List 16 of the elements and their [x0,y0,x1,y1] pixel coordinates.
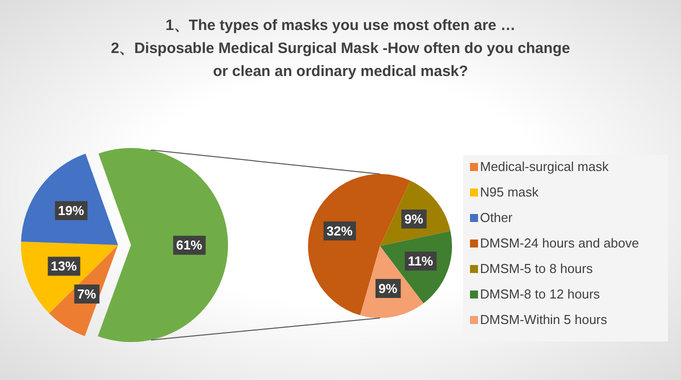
data-label: 9% [378,280,398,296]
legend-label: DMSM-8 to 12 hours [480,286,600,302]
data-label: 61% [176,238,203,253]
legend-label: Medical-surgical mask [480,159,610,174]
data-label: 9% [404,212,424,227]
legend-label: DMSM-5 to 8 hours [480,261,594,276]
legend-label: DMSM-24 hours and above [480,236,639,250]
chart-title: 1、The types of masks you use most often are … 2、Disposable Medical Surgical Mask -How often do you change or clean an ordinary medical mask? [110,17,570,80]
legend-label: Other [480,210,514,225]
data-label: 7% [77,286,96,302]
legend-label: DMSM-Within 5 hours [480,312,608,327]
data-label: 32% [326,223,353,238]
data-label: 13% [50,258,78,274]
data-label: 19% [58,203,84,218]
legend-label: N95 mask [480,184,540,200]
data-label: 11% [408,254,434,269]
